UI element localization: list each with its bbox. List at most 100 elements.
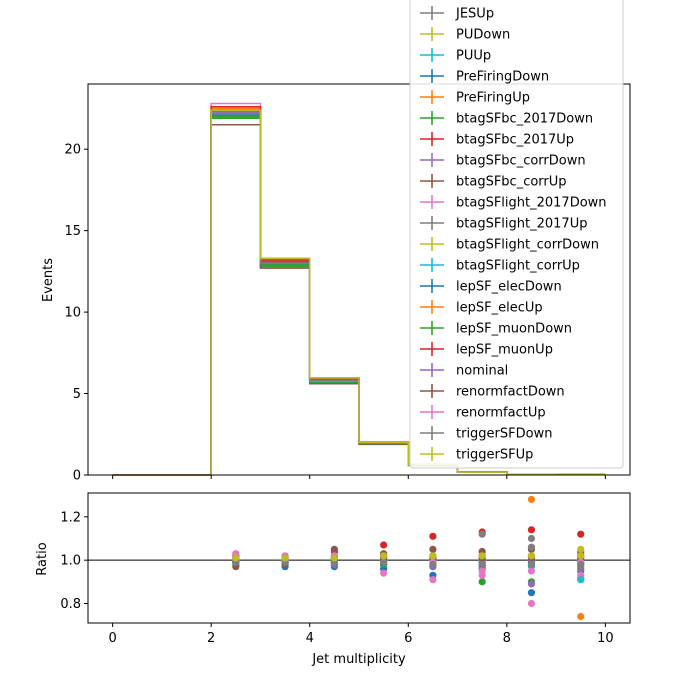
ratio-point-triggerSFDown (577, 560, 585, 569)
legend-entry-btagSFbc_2017Up: btagSFbc_2017Up (420, 132, 574, 148)
legend-label: PreFiringDown (456, 70, 549, 85)
legend-entry-btagSFlight_2017Down: btagSFlight_2017Down (420, 195, 607, 211)
legend-entry-JESUp: JESUp (420, 6, 494, 22)
legend-label: lepSF_muonDown (456, 322, 572, 337)
ratio-point-triggerSFUp (478, 552, 486, 560)
ratio-point-renormfactUp (478, 567, 486, 575)
main-histogram-steps (112, 102, 606, 476)
legend-label: btagSFlight_corrUp (456, 259, 580, 274)
legend-entry-lepSF_muonUp: lepSF_muonUp (420, 342, 553, 358)
legend-entry-triggerSFDown: triggerSFDown (420, 426, 552, 442)
main-y-tick-label: 5 (73, 387, 81, 402)
legend-label: JESUp (455, 7, 494, 22)
legend-label: lepSF_elecDown (456, 280, 562, 295)
ratio-y-ticks: 0.8 1.0 1.2 (60, 510, 88, 612)
ratio-point-triggerSFDown (380, 558, 388, 566)
ratio-point-triggerSFDown (429, 560, 437, 569)
legend-label: btagSFbc_corrUp (456, 175, 567, 190)
ratio-point-PreFiringUp (527, 495, 536, 504)
legend-label: PUUp (456, 49, 491, 64)
ratio-point-PreFiringDown (527, 589, 536, 597)
ratio-point-PreFiringUp (577, 612, 585, 621)
legend-entry-PreFiringDown: PreFiringDown (420, 69, 549, 85)
ratio-point-triggerSFUp (330, 554, 338, 562)
ratio-x-tick-label: 2 (207, 631, 215, 646)
hist-step-triggerSFUp (112, 109, 606, 476)
ratio-point-btagSFlight_2017Up (527, 543, 536, 551)
main-y-axis-label: Events (41, 258, 56, 302)
ratio-point-btagSFlight_2017Down (429, 576, 437, 584)
ratio-axes-frame (87, 492, 631, 624)
legend-label: btagSFlight_corrDown (456, 238, 599, 253)
legend-label: lepSF_elecUp (456, 301, 543, 316)
ratio-y-tick-label: 1.0 (60, 554, 81, 569)
legend-entry-btagSFbc_corrUp: btagSFbc_corrUp (420, 174, 567, 190)
ratio-x-tick-label: 8 (503, 631, 511, 646)
ratio-point-triggerSFUp (527, 552, 536, 560)
ratio-x-ticks: 0 2 4 6 8 10 (108, 623, 614, 646)
ratio-point-btagSFbc_2017Down (478, 578, 486, 586)
legend-entry-renormfactDown: renormfactDown (420, 384, 565, 400)
legend-label: nominal (456, 364, 508, 379)
legend-label: renormfactUp (456, 406, 546, 421)
ratio-point-triggerSFUp (577, 552, 585, 560)
legend-label: triggerSFDown (456, 427, 552, 442)
legend-entries: JESUp PUDown PUUp PreFiringDown PreFiringUp b… (420, 6, 607, 463)
main-panel: 0 5 10 15 20 Events (41, 83, 631, 484)
legend-label: btagSFbc_corrDown (456, 154, 586, 169)
ratio-point-btagSFlight_2017Up (478, 530, 486, 538)
ratio-point-triggerSFUp (380, 552, 388, 560)
ratio-x-tick-label: 4 (306, 631, 314, 646)
legend-label: btagSFbc_2017Up (456, 133, 574, 148)
ratio-points (232, 495, 585, 621)
legend-entry-lepSF_muonDown: lepSF_muonDown (420, 321, 572, 337)
legend-entry-btagSFlight_2017Up: btagSFlight_2017Up (420, 216, 587, 232)
legend-label: renormfactDown (456, 385, 565, 400)
main-x-ticks (112, 475, 606, 479)
ratio-y-tick-label: 1.2 (60, 510, 81, 525)
main-axes-frame (87, 83, 631, 476)
legend-label: btagSFbc_2017Down (456, 112, 593, 127)
ratio-x-axis-label: Jet multiplicity (311, 652, 406, 667)
legend-entry-btagSFlight_corrDown: btagSFlight_corrDown (420, 237, 599, 253)
main-y-tick-label: 0 (73, 469, 81, 484)
ratio-point-triggerSFUp (232, 554, 240, 562)
legend-entry-btagSFlight_corrUp: btagSFlight_corrUp (420, 258, 580, 274)
ratio-point-triggerSFUp (281, 554, 289, 562)
ratio-point-btagSFbc_corrDown (527, 580, 536, 588)
legend-label: PreFiringUp (456, 91, 530, 106)
ratio-point-btagSFbc_2017Up (429, 532, 437, 540)
ratio-point-triggerSFDown (527, 560, 536, 569)
ratio-point-renormfactUp (527, 567, 536, 575)
legend: JESUp PUDown PUUp PreFiringDown PreFiringUp b… (409, 0, 624, 469)
legend-entry-btagSFbc_corrDown: btagSFbc_corrDown (420, 153, 586, 169)
legend-entry-renormfactUp: renormfactUp (420, 405, 546, 421)
ratio-point-triggerSFUp (429, 552, 437, 560)
legend-entry-PUDown: PUDown (420, 27, 510, 43)
ratio-point-btagSFlight_2017Down (380, 569, 388, 577)
ratio-x-tick-label: 6 (404, 631, 412, 646)
legend-entry-PreFiringUp: PreFiringUp (420, 90, 530, 106)
ratio-x-tick-label: 0 (108, 631, 116, 646)
main-y-tick-label: 10 (64, 306, 81, 321)
legend-label: btagSFlight_2017Up (456, 217, 587, 232)
main-y-tick-label: 15 (64, 224, 81, 239)
ratio-point-btagSFbc_corrUp (429, 545, 437, 553)
legend-box (409, 0, 624, 469)
ratio-point-btagSFlight_corrUp (577, 576, 585, 584)
ratio-point-btagSFbc_2017Up (527, 526, 536, 534)
ratio-y-tick-label: 0.8 (60, 597, 81, 612)
legend-entry-nominal: nominal (420, 363, 508, 379)
legend-entry-lepSF_elecDown: lepSF_elecDown (420, 279, 562, 295)
ratio-point-triggerSFDown (478, 560, 486, 569)
ratio-panel: 0.8 1.0 1.2 0 2 4 6 8 10 Ratio Jet multiplicity (35, 492, 631, 667)
ratio-point-btagSFbc_2017Up (577, 530, 585, 538)
ratio-point-btagSFbc_2017Up (380, 541, 388, 549)
legend-entry-triggerSFUp: triggerSFUp (420, 447, 533, 463)
legend-entry-btagSFbc_2017Down: btagSFbc_2017Down (420, 111, 593, 127)
main-y-tick-label: 20 (64, 143, 81, 158)
legend-label: lepSF_muonUp (456, 343, 553, 358)
ratio-y-axis-label: Ratio (35, 542, 50, 575)
